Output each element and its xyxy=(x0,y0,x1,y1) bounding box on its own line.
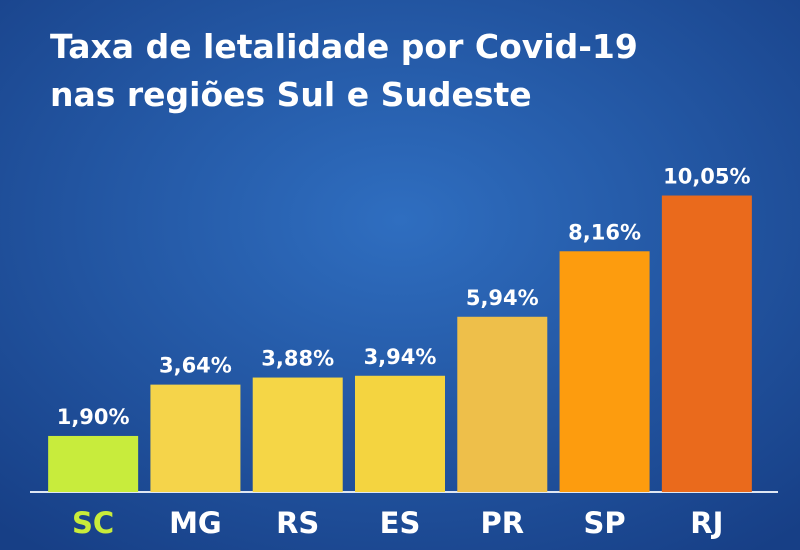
bar xyxy=(559,251,650,492)
bar xyxy=(661,195,752,492)
x-tick-label: PR xyxy=(480,506,524,540)
value-label: 10,05% xyxy=(663,165,750,189)
x-tick-label: SP xyxy=(584,506,626,540)
value-label: 8,16% xyxy=(568,220,641,244)
value-label: 3,88% xyxy=(261,347,334,371)
value-label: 3,64% xyxy=(159,354,232,378)
x-tick-label: SC xyxy=(72,506,114,540)
value-label: 5,94% xyxy=(466,286,539,310)
x-tick-label: RS xyxy=(276,506,319,540)
chart-title: nas regiões Sul e Sudeste xyxy=(50,75,532,114)
bar xyxy=(150,384,241,492)
bar xyxy=(252,377,343,492)
x-tick-label: ES xyxy=(380,506,421,540)
x-tick-label: MG xyxy=(169,506,222,540)
chart-title: Taxa de letalidade por Covid-19 xyxy=(50,27,638,66)
bar xyxy=(457,316,548,492)
value-label: 1,90% xyxy=(57,405,130,429)
value-label: 3,94% xyxy=(364,345,437,369)
bar xyxy=(48,435,139,492)
x-tick-label: RJ xyxy=(690,506,723,540)
bar xyxy=(355,375,445,492)
